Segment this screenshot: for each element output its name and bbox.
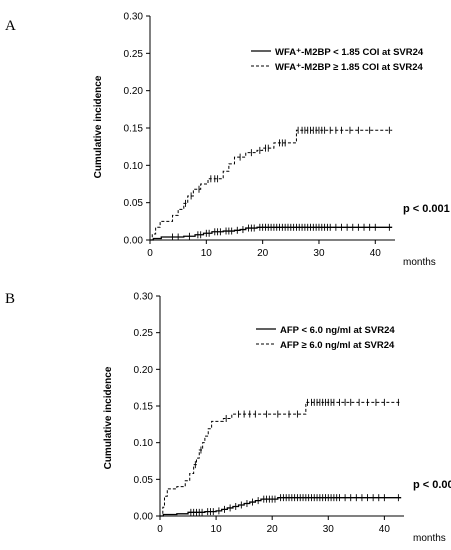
panel-a-y-axis-label: Cumulative incidence: [93, 75, 104, 178]
panel-b-y-axis-label: Cumulative incidence: [103, 366, 114, 469]
panel-a-x-tick-label: 40: [370, 248, 382, 259]
panel-a-x-axis-label: months: [403, 257, 436, 268]
panel-a-legend-entry-1: WFA⁺-M2BP < 1.85 COI at SVR24: [275, 47, 424, 58]
panel-b-y-tick-label: 0.05: [134, 475, 154, 486]
panel-a-y-tick-label: 0.30: [124, 12, 144, 23]
panel-b-y-tick-label: 0.25: [134, 328, 154, 339]
panel-b-x-tick-label: 10: [211, 524, 223, 535]
panel-b-x-tick-label: 20: [267, 524, 279, 535]
panel-b-y-tick-label: 0.10: [134, 438, 154, 449]
panel-b-p-value: p < 0.001: [413, 479, 451, 491]
panel-a-y-tick-label: 0.25: [124, 49, 144, 60]
panel-a-y-tick-label: 0.10: [124, 161, 144, 172]
panel-b-series-2-curve: [160, 401, 402, 517]
panel-a-label: A: [5, 18, 16, 34]
panel-a-series-2-curve: [150, 129, 393, 241]
panel-b-x-tick-label: 30: [323, 524, 335, 535]
panel-b-y-tick-label: 0.00: [134, 512, 154, 523]
panel-b-label: B: [5, 291, 15, 307]
panel-b-legend: AFP < 6.0 ng/ml at SVR24 AFP ≥ 6.0 ng/ml…: [256, 325, 395, 351]
panel-a-p-value: p < 0.001: [403, 203, 450, 215]
panel-b-plot-area: 0.00 0.05 0.10 0.15 0.20 0.25 0.30 0 10 20 30 40: [134, 292, 404, 535]
panel-a-y-tick-label: 0.05: [124, 198, 144, 209]
panel-a-y-tick-label: 0.15: [124, 124, 144, 135]
panel-a-series-1-curve: [150, 226, 393, 241]
panel-a-x-tick-label: 30: [313, 248, 325, 259]
panel-b-x-tick-label: 40: [379, 524, 391, 535]
panel-a-y-tick-label: 0.20: [124, 86, 144, 97]
panel-a-x-tick-label: 10: [201, 248, 213, 259]
panel-b-y-tick-label: 0.15: [134, 402, 154, 413]
panel-b-legend-entry-2: AFP ≥ 6.0 ng/ml at SVR24: [280, 340, 395, 351]
panel-a-x-tick-label: 0: [147, 248, 153, 259]
panel-b: B 0.000.050.100.150.200.250.300 10 20 30 40 …: [5, 291, 451, 544]
panel-b-y-tick-label: 0.20: [134, 365, 154, 376]
panel-a: A 0.000.050.100.150.200.250.300 10 20 30 40 …: [5, 12, 450, 269]
panel-a-legend: WFA⁺-M2BP < 1.85 COI at SVR24 WFA⁺-M2BP …: [251, 47, 424, 73]
panel-a-legend-entry-2: WFA⁺-M2BP ≥ 1.85 COI at SVR24: [275, 62, 424, 73]
panel-a-x-tick-label: 20: [257, 248, 269, 259]
panel-b-y-tick-label: 0.30: [134, 292, 154, 303]
panel-b-x-axis-label: months: [413, 533, 446, 544]
panel-b-legend-entry-1: AFP < 6.0 ng/ml at SVR24: [280, 325, 395, 336]
panel-b-x-tick-label: 0: [157, 524, 163, 535]
panel-a-y-tick-label: 0.00: [124, 236, 144, 247]
panel-a-plot-area: 0.00 0.05 0.10 0.15 0.20 0.25 0.30 0 10 20 30 40: [124, 12, 395, 259]
